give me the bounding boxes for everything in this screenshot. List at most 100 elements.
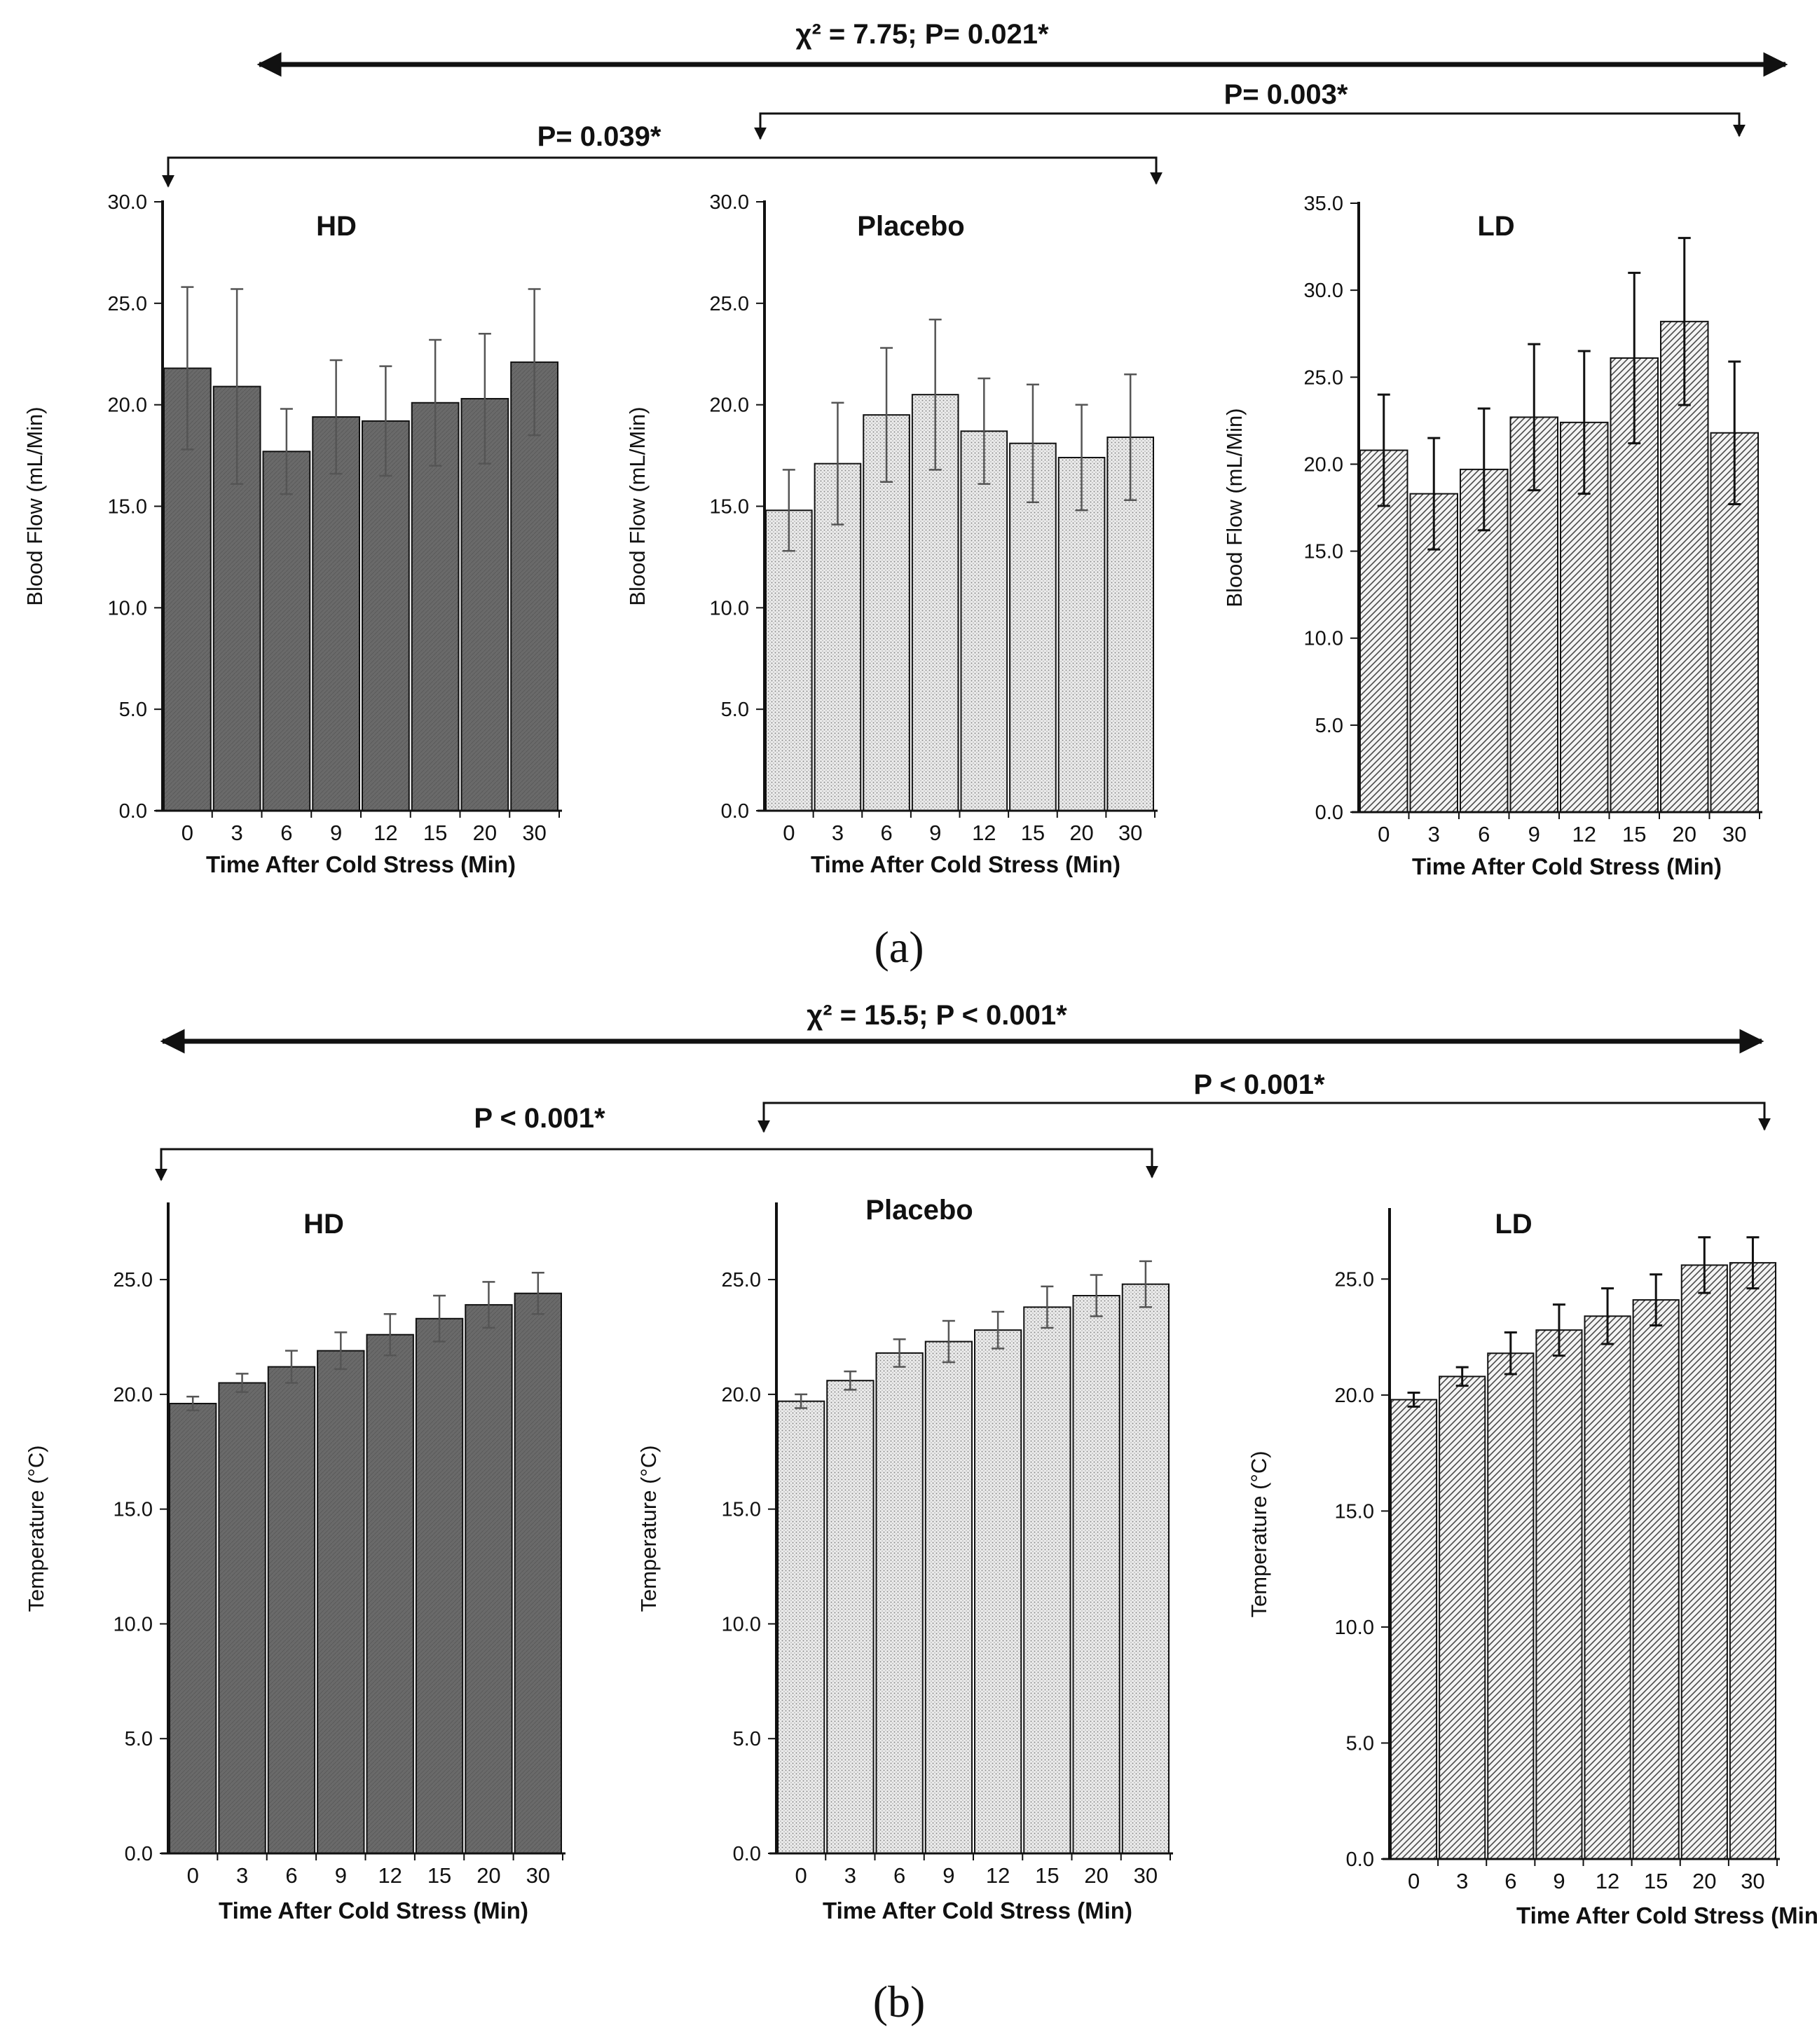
y-tick-label: 15.0 <box>710 496 749 519</box>
y-tick-label: 5.0 <box>125 1728 153 1750</box>
x-axis-title: Time After Cold Stress (Min) <box>1412 853 1722 879</box>
y-tick-label: 25.0 <box>710 293 749 315</box>
annotations-b: χ² = 15.5; P < 0.001* P < 0.001* P < 0.0… <box>155 1000 1771 1181</box>
x-tick-label: 6 <box>1478 822 1490 846</box>
x-tick-label: 3 <box>832 821 844 845</box>
y-tick-label: 25.0 <box>1304 366 1343 389</box>
bar-3 <box>1439 1376 1486 1860</box>
y-tick-label: 15.0 <box>108 496 147 519</box>
y-tick-label: 5.0 <box>1315 715 1343 737</box>
y-tick-label: 20.0 <box>108 395 147 417</box>
bracket-hd-placebo-a <box>167 156 1163 185</box>
y-tick-label: 10.0 <box>108 597 147 619</box>
subfigure-label-a: (a) <box>874 922 924 972</box>
y-tick-label: 35.0 <box>1304 193 1343 215</box>
bar-30 <box>1121 1283 1170 1854</box>
x-tick-label: 30 <box>1741 1869 1764 1893</box>
x-tick-label: 0 <box>783 821 795 845</box>
bar-6 <box>875 1352 924 1854</box>
y-tick-label: 10.0 <box>722 1613 761 1635</box>
x-tick-label: 9 <box>1528 822 1540 846</box>
bar-0 <box>777 1400 825 1854</box>
x-axis-title: Time After Cold Stress (Min) <box>811 851 1120 877</box>
bar-3 <box>826 1380 875 1855</box>
x-tick-label: 30 <box>522 821 546 845</box>
x-tick-label: 30 <box>1118 821 1142 845</box>
x-tick-label: 6 <box>880 821 892 845</box>
x-tick-label: 20 <box>1673 822 1696 846</box>
x-tick-label: 6 <box>280 821 292 845</box>
x-tick-label: 6 <box>1504 1869 1516 1893</box>
y-tick-label: 20.0 <box>710 395 749 417</box>
hd-vs-placebo-stat-b: P < 0.001* <box>474 1103 605 1134</box>
x-tick-label: 20 <box>1692 1869 1716 1893</box>
chart-ld-temperature: LD 0 3 6 9 12 15 20 30 0.0 5.0 10.0 15.0 20.0 25.0 Temp… <box>1247 1208 1817 1928</box>
y-tick-label: 0.0 <box>1315 802 1343 824</box>
bar-0 <box>1390 1399 1438 1860</box>
bar-30 <box>514 1292 562 1854</box>
x-axis-title: Time After Cold Stress (Min) <box>206 851 516 877</box>
hd-vs-placebo-stat-a: P= 0.039* <box>537 121 661 152</box>
bracket-placebo-ld-a <box>759 112 1746 137</box>
y-tick-label: 30.0 <box>710 191 749 214</box>
x-tick-label: 20 <box>1084 1863 1108 1888</box>
bar-15 <box>1632 1299 1680 1860</box>
y-tick-label: 5.0 <box>733 1728 761 1750</box>
chart-placebo-blood-flow: Placebo 0 3 6 9 12 15 20 30 0.0 5.0 10.0 15.0 20.0 25.… <box>625 191 1158 877</box>
x-tick-label: 9 <box>942 1863 954 1888</box>
x-tick-label: 6 <box>285 1863 297 1888</box>
y-tick-label: 15.0 <box>114 1499 153 1521</box>
x-tick-label: 0 <box>1408 1869 1420 1893</box>
x-tick-label: 30 <box>1134 1863 1158 1888</box>
y-tick-label: 10.0 <box>1304 628 1343 650</box>
x-tick-label: 20 <box>1069 821 1093 845</box>
bar-9 <box>317 1350 365 1854</box>
x-tick-label: 15 <box>423 821 447 845</box>
bracket-hd-placebo-b <box>160 1148 1158 1179</box>
x-tick-label: 15 <box>427 1863 451 1888</box>
x-tick-label: 9 <box>1553 1869 1565 1893</box>
y-tick-label: 20.0 <box>722 1384 761 1406</box>
y-tick-label: 10.0 <box>710 597 749 619</box>
chart-title: LD <box>1477 211 1514 242</box>
y-axis-title: Blood Flow (mL/Min) <box>22 406 47 605</box>
bar-9 <box>1535 1329 1583 1860</box>
y-axis-title: Temperature (°C) <box>24 1445 48 1612</box>
bar-6 <box>262 451 311 811</box>
x-tick-label: 0 <box>181 821 193 845</box>
x-tick-label: 12 <box>1596 1869 1619 1893</box>
bar-6 <box>1487 1352 1535 1860</box>
y-tick-label: 15.0 <box>722 1499 761 1521</box>
y-tick-label: 0.0 <box>721 800 749 823</box>
x-tick-label: 30 <box>526 1863 550 1888</box>
bar-12 <box>1584 1315 1631 1860</box>
y-tick-label: 0.0 <box>733 1843 761 1865</box>
chart-hd-blood-flow: HD 0 3 6 9 12 15 20 30 0.0 5.0 10.0 15.0 20.0 25.0 30.0… <box>22 191 562 877</box>
bar-12 <box>960 430 1008 811</box>
y-tick-label: 25.0 <box>722 1269 761 1291</box>
bar-20 <box>1072 1295 1120 1855</box>
y-tick-label: 10.0 <box>114 1613 153 1635</box>
x-tick-label: 12 <box>972 821 996 845</box>
x-tick-label: 9 <box>929 821 941 845</box>
y-tick-label: 15.0 <box>1304 541 1343 563</box>
x-tick-label: 0 <box>187 1863 199 1888</box>
chart-placebo-temperature: Placebo 0 3 6 9 12 15 20 30 0.0 5.0 10.0 15.0 20.0 25.… <box>636 1195 1173 1923</box>
chart-title: HD <box>316 211 357 242</box>
y-tick-label: 25.0 <box>114 1269 153 1291</box>
y-tick-label: 25.0 <box>1335 1268 1374 1291</box>
bar-0 <box>169 1402 217 1854</box>
bar-12 <box>366 1333 414 1854</box>
x-tick-label: 20 <box>473 821 497 845</box>
chart-title: Placebo <box>857 211 964 242</box>
y-tick-label: 30.0 <box>1304 280 1343 302</box>
x-tick-label: 15 <box>1644 1869 1668 1893</box>
y-tick-label: 20.0 <box>1304 453 1343 476</box>
y-tick-label: 20.0 <box>1335 1385 1374 1407</box>
x-tick-label: 9 <box>330 821 342 845</box>
y-tick-label: 5.0 <box>721 699 749 721</box>
y-tick-label: 25.0 <box>108 293 147 315</box>
placebo-vs-ld-stat-b: P < 0.001* <box>1193 1069 1325 1100</box>
bar-30 <box>510 361 558 811</box>
x-axis-title: Time After Cold Stress (Min) <box>1516 1902 1817 1928</box>
